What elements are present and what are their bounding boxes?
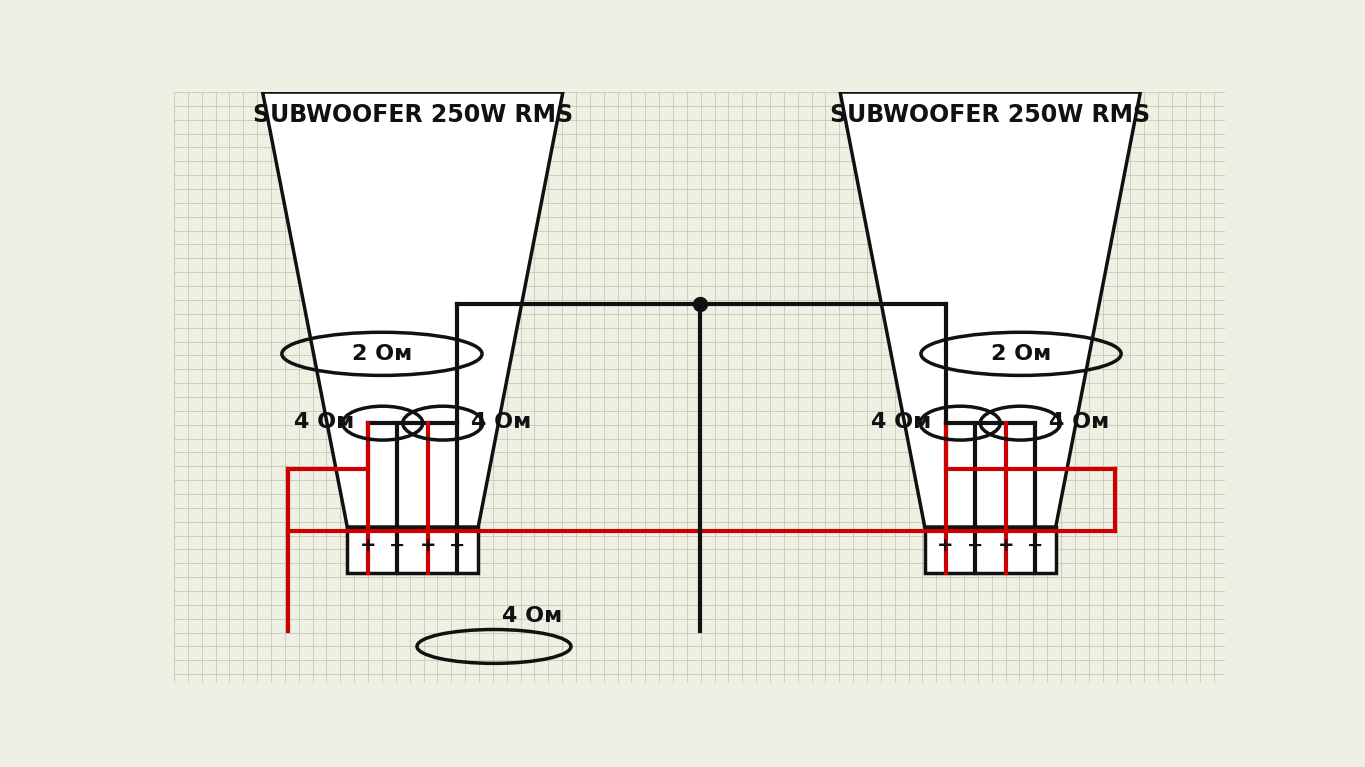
Text: +: +	[420, 536, 437, 555]
FancyBboxPatch shape	[925, 527, 1055, 573]
Text: SUBWOOFER 250W RMS: SUBWOOFER 250W RMS	[830, 103, 1151, 127]
Polygon shape	[839, 92, 1140, 527]
Text: 4 Ом: 4 Ом	[471, 412, 531, 432]
Text: −: −	[1026, 536, 1043, 555]
Text: +: +	[360, 536, 377, 555]
Text: 4 Ом: 4 Ом	[871, 412, 932, 432]
Text: 2 Ом: 2 Ом	[352, 344, 412, 364]
Text: −: −	[449, 536, 465, 555]
Text: 4 Ом: 4 Ом	[1048, 412, 1108, 432]
Text: SUBWOOFER 250W RMS: SUBWOOFER 250W RMS	[253, 103, 573, 127]
Text: −: −	[966, 536, 983, 555]
Polygon shape	[262, 92, 562, 527]
Text: 4 Ом: 4 Ом	[293, 412, 354, 432]
Text: −: −	[389, 536, 405, 555]
Text: +: +	[938, 536, 954, 555]
Text: 2 Ом: 2 Ом	[991, 344, 1051, 364]
Text: 4 Ом: 4 Ом	[502, 606, 562, 626]
Text: +: +	[998, 536, 1014, 555]
FancyBboxPatch shape	[347, 527, 478, 573]
